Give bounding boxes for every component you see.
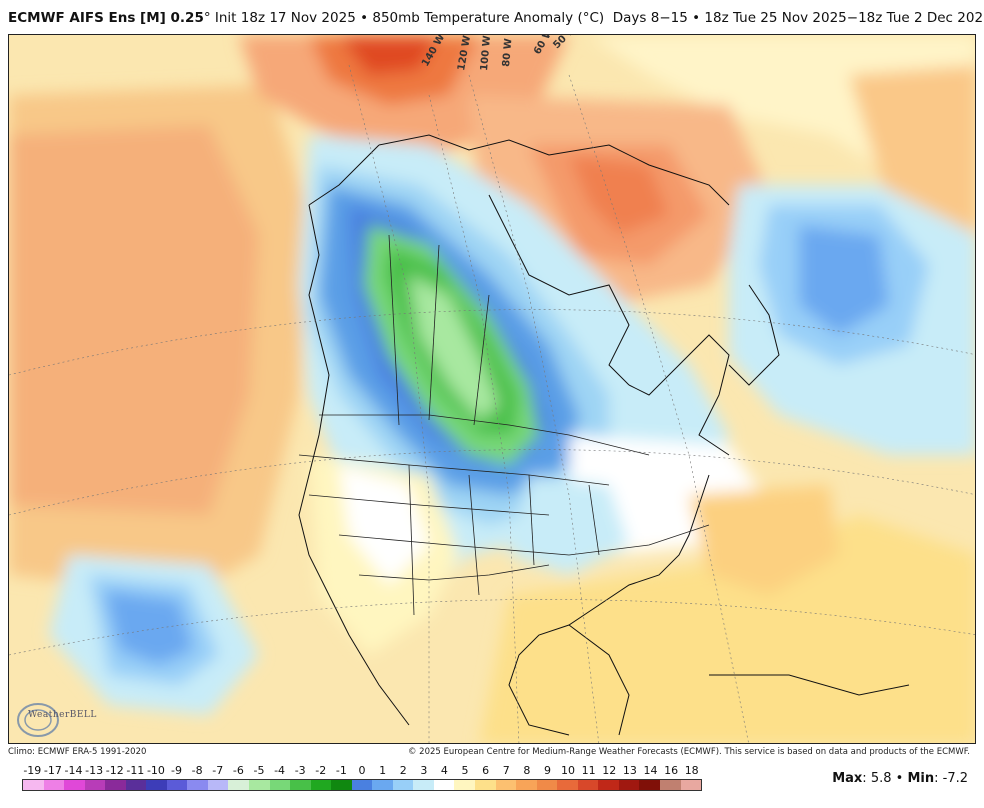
scale-label: -2: [315, 764, 327, 777]
scale-label: 0: [358, 764, 366, 777]
scale-label: -4: [274, 764, 286, 777]
scale-swatch: [187, 780, 208, 790]
scale-swatch: [413, 780, 434, 790]
scale-swatch: [64, 780, 85, 790]
scale-swatch: [23, 780, 44, 790]
valid-period: 18z Tue 25 Nov 2025−18z Tue 2 Dec 2025: [704, 10, 984, 26]
degree-mark: °: [203, 10, 211, 26]
scale-label: -3: [294, 764, 306, 777]
political-borders: [298, 234, 710, 616]
scale-label: -17: [43, 764, 62, 777]
scale-label: 16: [664, 764, 679, 777]
scale-label: 10: [561, 764, 576, 777]
scale-label: 14: [643, 764, 658, 777]
scale-swatch: [475, 780, 496, 790]
max-min-readout: Max: 5.8 • Min: -7.2: [832, 771, 968, 786]
scale-swatch: [598, 780, 619, 790]
scale-swatch: [310, 780, 332, 790]
max-min-separator: •: [895, 771, 904, 786]
scale-bar: [22, 779, 702, 791]
scale-label: 18: [684, 764, 699, 777]
scale-label: -7: [212, 764, 224, 777]
anomaly-map: 140 W 120 W 100 W 80 W 60 W 50 W: [8, 34, 976, 744]
scale-swatch: [557, 780, 578, 790]
scale-label: -11: [126, 764, 145, 777]
scale-swatch: [372, 780, 393, 790]
scale-label: -1: [335, 764, 347, 777]
scale-swatch: [84, 780, 106, 790]
forecast-days: Days 8−15: [612, 10, 688, 26]
init-time: Init 18z 17 Nov 2025: [214, 10, 356, 26]
scale-label: 9: [543, 764, 551, 777]
scale-swatch: [290, 780, 311, 790]
scale-label: 3: [420, 764, 428, 777]
max-label: Max: [832, 771, 863, 786]
lon-label-100w: 100 W: [479, 35, 493, 71]
scale-swatch: [680, 780, 702, 790]
map-canvas: 140 W 120 W 100 W 80 W 60 W 50 W: [9, 35, 975, 743]
scale-label: -5: [253, 764, 265, 777]
weatherbell-logo: [17, 703, 59, 737]
scale-label: 5: [461, 764, 469, 777]
scale-swatch: [207, 780, 229, 790]
scale-swatch: [392, 780, 414, 790]
scale-label: -14: [64, 764, 83, 777]
scale-swatch: [639, 780, 660, 790]
scale-label: -6: [232, 764, 244, 777]
color-scale: -19 -17 -14 -13 -12 -11 -10 -9 -8 -7 -6 -5 -4 -3 -2 -1 0…: [22, 764, 702, 798]
title-separator-2: •: [692, 10, 701, 26]
scale-swatch: [351, 780, 373, 790]
copyright-note: © 2025 European Centre for Medium-Range …: [407, 747, 970, 757]
scale-label: 13: [622, 764, 637, 777]
scale-labels: -19 -17 -14 -13 -12 -11 -10 -9 -8 -7 -6 -5 -4 -3 -2 -1 0…: [22, 764, 702, 778]
scale-label: -13: [85, 764, 104, 777]
scale-label: 8: [523, 764, 531, 777]
coastlines: [298, 134, 910, 736]
scale-swatch: [495, 780, 517, 790]
scale-label: 11: [581, 764, 596, 777]
scale-swatch: [536, 780, 558, 790]
scale-swatch: [249, 780, 270, 790]
title-separator: •: [360, 10, 369, 26]
map-title: ECMWF AIFS Ens [M] 0.25° Init 18z 17 Nov…: [8, 10, 984, 26]
scale-swatch: [516, 780, 537, 790]
scale-swatch: [269, 780, 291, 790]
scale-label: 4: [440, 764, 448, 777]
scale-swatch: [166, 780, 188, 790]
scale-label: -12: [105, 764, 124, 777]
scale-label: 7: [502, 764, 510, 777]
min-label: Min: [907, 771, 935, 786]
max-value: 5.8: [870, 771, 892, 786]
graticule: [9, 64, 975, 743]
scale-label: 2: [399, 764, 407, 777]
scale-swatch: [618, 780, 640, 790]
lon-label-80w: 80 W: [501, 38, 514, 67]
logo-text: WeatherBELL: [28, 710, 97, 720]
climo-note: Climo: ECMWF ERA-5 1991-2020: [8, 747, 147, 757]
field-name: 850mb Temperature Anomaly (°C): [372, 10, 605, 26]
scale-swatch: [43, 780, 65, 790]
scale-swatch: [146, 780, 167, 790]
scale-label: -8: [191, 764, 203, 777]
min-value: -7.2: [942, 771, 968, 786]
scale-swatch: [105, 780, 126, 790]
scale-swatch: [577, 780, 599, 790]
scale-swatch: [331, 780, 352, 790]
scale-swatch: [125, 780, 147, 790]
scale-label: 1: [379, 764, 387, 777]
scale-label: -10: [146, 764, 165, 777]
scale-label: 6: [482, 764, 490, 777]
scale-swatch: [659, 780, 681, 790]
scale-swatch: [228, 780, 250, 790]
anomaly-shading: [9, 35, 975, 743]
scale-label: -19: [23, 764, 42, 777]
scale-swatch: [454, 780, 476, 790]
scale-swatch: [433, 780, 455, 790]
model-name: ECMWF AIFS Ens [M] 0.25: [8, 10, 204, 26]
scale-label: -9: [171, 764, 183, 777]
scale-label: 12: [602, 764, 617, 777]
